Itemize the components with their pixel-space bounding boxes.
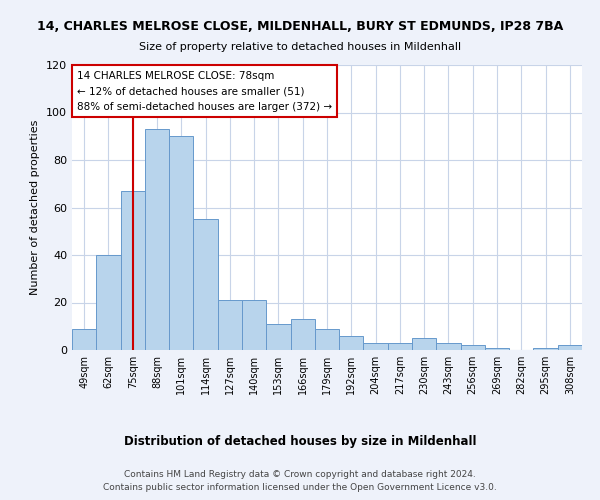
Text: 14 CHARLES MELROSE CLOSE: 78sqm
← 12% of detached houses are smaller (51)
88% of: 14 CHARLES MELROSE CLOSE: 78sqm ← 12% of… (77, 70, 332, 112)
Bar (315, 328, 339, 350)
Bar (436, 343, 461, 350)
Text: Contains public sector information licensed under the Open Government Licence v3: Contains public sector information licen… (103, 482, 497, 492)
Y-axis label: Number of detached properties: Number of detached properties (31, 120, 40, 295)
Bar (533, 348, 558, 350)
Text: Distribution of detached houses by size in Mildenhall: Distribution of detached houses by size … (124, 435, 476, 448)
Bar (290, 319, 315, 350)
Text: 14, CHARLES MELROSE CLOSE, MILDENHALL, BURY ST EDMUNDS, IP28 7BA: 14, CHARLES MELROSE CLOSE, MILDENHALL, B… (37, 20, 563, 33)
Bar (558, 346, 582, 350)
Bar (388, 343, 412, 350)
Bar (193, 220, 218, 350)
Bar (485, 348, 509, 350)
Bar (339, 336, 364, 350)
Text: Contains HM Land Registry data © Crown copyright and database right 2024.: Contains HM Land Registry data © Crown c… (124, 470, 476, 479)
Bar (169, 136, 193, 350)
Bar (145, 129, 169, 350)
Bar (121, 191, 145, 350)
Bar (364, 343, 388, 350)
Bar (218, 300, 242, 350)
Bar (412, 338, 436, 350)
Bar (461, 346, 485, 350)
Text: Size of property relative to detached houses in Mildenhall: Size of property relative to detached ho… (139, 42, 461, 52)
Bar (96, 255, 121, 350)
Bar (266, 324, 290, 350)
Bar (242, 300, 266, 350)
Bar (72, 328, 96, 350)
